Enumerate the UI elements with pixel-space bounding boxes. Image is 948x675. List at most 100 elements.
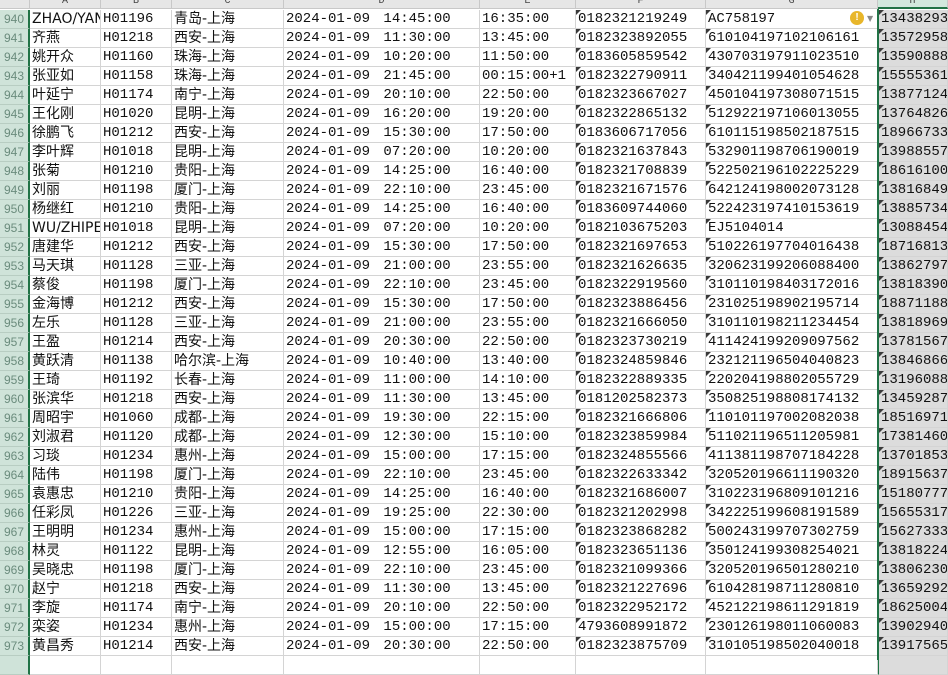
row-header[interactable]: 954: [0, 276, 30, 295]
cell-f[interactable]: 0182322865132: [576, 105, 706, 124]
cell-f[interactable]: 0182321708839: [576, 162, 706, 181]
cell-h[interactable]: 13885734: [878, 200, 948, 219]
cell-a[interactable]: 张亚如: [30, 67, 101, 86]
row-header[interactable]: 961: [0, 409, 30, 428]
cell-e[interactable]: 22:30:00: [480, 504, 576, 523]
cell-e[interactable]: 00:15:00+1: [480, 67, 576, 86]
row-header[interactable]: 958: [0, 352, 30, 371]
cell-c[interactable]: 昆明-上海: [172, 542, 284, 561]
cell-g[interactable]: 430703197911023510: [706, 48, 878, 67]
cell-g[interactable]: 532901198706190019: [706, 143, 878, 162]
cell-d[interactable]: 2024-01-09 14:25:00: [284, 200, 480, 219]
cell-e[interactable]: 10:20:00: [480, 219, 576, 238]
cell-b[interactable]: H01060: [101, 409, 172, 428]
cell-d[interactable]: 2024-01-09 11:30:00: [284, 390, 480, 409]
cell-c[interactable]: 西安-上海: [172, 124, 284, 143]
cell-d[interactable]: 2024-01-09 12:30:00: [284, 428, 480, 447]
cell-f[interactable]: 0182323730219: [576, 333, 706, 352]
cell-c[interactable]: 长春-上海: [172, 371, 284, 390]
cell-e[interactable]: 10:20:00: [480, 143, 576, 162]
cell-e[interactable]: 16:35:00: [480, 10, 576, 29]
cell-b[interactable]: H01018: [101, 143, 172, 162]
row-header[interactable]: 968: [0, 542, 30, 561]
cell-d[interactable]: 2024-01-09 21:45:00: [284, 67, 480, 86]
cell-d[interactable]: 2024-01-09 20:30:00: [284, 637, 480, 656]
cell-g[interactable]: 340421199401054628: [706, 67, 878, 86]
cell-e[interactable]: 22:50:00: [480, 333, 576, 352]
cell-h[interactable]: 13459287: [878, 390, 948, 409]
cell-a[interactable]: 齐燕: [30, 29, 101, 48]
cell-g[interactable]: 610115198502187515: [706, 124, 878, 143]
cell-empty[interactable]: [480, 656, 576, 675]
cell-f[interactable]: 0182322790911: [576, 67, 706, 86]
cell-d[interactable]: 2024-01-09 20:10:00: [284, 86, 480, 105]
cell-c[interactable]: 西安-上海: [172, 238, 284, 257]
column-header-f[interactable]: F: [576, 0, 706, 9]
cell-h[interactable]: 13572958: [878, 29, 948, 48]
cell-h[interactable]: 13846866: [878, 352, 948, 371]
cell-g[interactable]: 230126198011060083: [706, 618, 878, 637]
cell-c[interactable]: 哈尔滨-上海: [172, 352, 284, 371]
cell-a[interactable]: 王琦: [30, 371, 101, 390]
cell-c[interactable]: 青岛-上海: [172, 10, 284, 29]
cell-d[interactable]: 2024-01-09 22:10:00: [284, 561, 480, 580]
cell-h[interactable]: 13902940: [878, 618, 948, 637]
cell-d[interactable]: 2024-01-09 10:20:00: [284, 48, 480, 67]
cell-e[interactable]: 22:50:00: [480, 86, 576, 105]
column-header-g[interactable]: G: [706, 0, 878, 9]
cell-h[interactable]: 15555361: [878, 67, 948, 86]
column-header-e[interactable]: E: [480, 0, 576, 9]
cell-d[interactable]: 2024-01-09 22:10:00: [284, 276, 480, 295]
select-all-corner[interactable]: [0, 0, 30, 9]
cell-h[interactable]: 13781567: [878, 333, 948, 352]
row-header[interactable]: 947: [0, 143, 30, 162]
cell-e[interactable]: 23:55:00: [480, 257, 576, 276]
cell-g[interactable]: 320520196501280210: [706, 561, 878, 580]
cell-g[interactable]: 610104197102106161: [706, 29, 878, 48]
cell-f[interactable]: 0182321666050: [576, 314, 706, 333]
cell-f[interactable]: 4793608991872: [576, 618, 706, 637]
cell-g[interactable]: EJ5104014: [706, 219, 878, 238]
cell-g[interactable]: 320520196611190320: [706, 466, 878, 485]
cell-e[interactable]: 13:45:00: [480, 580, 576, 599]
cell-b[interactable]: H01210: [101, 485, 172, 504]
cell-h[interactable]: 18625004: [878, 599, 948, 618]
cell-d[interactable]: 2024-01-09 21:00:00: [284, 314, 480, 333]
row-header[interactable]: 946: [0, 124, 30, 143]
cell-e[interactable]: 17:15:00: [480, 618, 576, 637]
cell-c[interactable]: 昆明-上海: [172, 105, 284, 124]
cell-d[interactable]: 2024-01-09 15:30:00: [284, 124, 480, 143]
cell-d[interactable]: 2024-01-09 22:10:00: [284, 181, 480, 200]
cell-h[interactable]: 13862797: [878, 257, 948, 276]
cell-a[interactable]: 叶延宁: [30, 86, 101, 105]
cell-c[interactable]: 三亚-上海: [172, 504, 284, 523]
cell-b[interactable]: H01120: [101, 428, 172, 447]
cell-e[interactable]: 23:45:00: [480, 561, 576, 580]
cell-e[interactable]: 13:45:00: [480, 29, 576, 48]
cell-d[interactable]: 2024-01-09 12:55:00: [284, 542, 480, 561]
cell-a[interactable]: 左乐: [30, 314, 101, 333]
cell-a[interactable]: ZHAO/YAN: [30, 10, 101, 29]
cell-b[interactable]: H01018: [101, 219, 172, 238]
cell-c[interactable]: 南宁-上海: [172, 86, 284, 105]
cell-g[interactable]: 310105198502040018: [706, 637, 878, 656]
cell-e[interactable]: 22:50:00: [480, 599, 576, 618]
cell-h[interactable]: 13818224: [878, 542, 948, 561]
cell-f[interactable]: 0183609744060: [576, 200, 706, 219]
cell-g[interactable]: 350825198808174132: [706, 390, 878, 409]
cell-d[interactable]: 2024-01-09 15:00:00: [284, 523, 480, 542]
cell-h[interactable]: 13659292: [878, 580, 948, 599]
cell-a[interactable]: 王化刚: [30, 105, 101, 124]
cell-f[interactable]: 0182321637843: [576, 143, 706, 162]
cell-h[interactable]: 18716813: [878, 238, 948, 257]
cell-b[interactable]: H01212: [101, 238, 172, 257]
cell-empty[interactable]: [30, 656, 101, 675]
cell-g[interactable]: 522423197410153619: [706, 200, 878, 219]
cell-g[interactable]: 642124198002073128: [706, 181, 878, 200]
cell-b[interactable]: H01160: [101, 48, 172, 67]
row-header[interactable]: 942: [0, 48, 30, 67]
column-header-a[interactable]: A: [30, 0, 101, 9]
cell-empty[interactable]: [878, 656, 948, 675]
cell-f[interactable]: 0182323886456: [576, 295, 706, 314]
row-header[interactable]: 970: [0, 580, 30, 599]
